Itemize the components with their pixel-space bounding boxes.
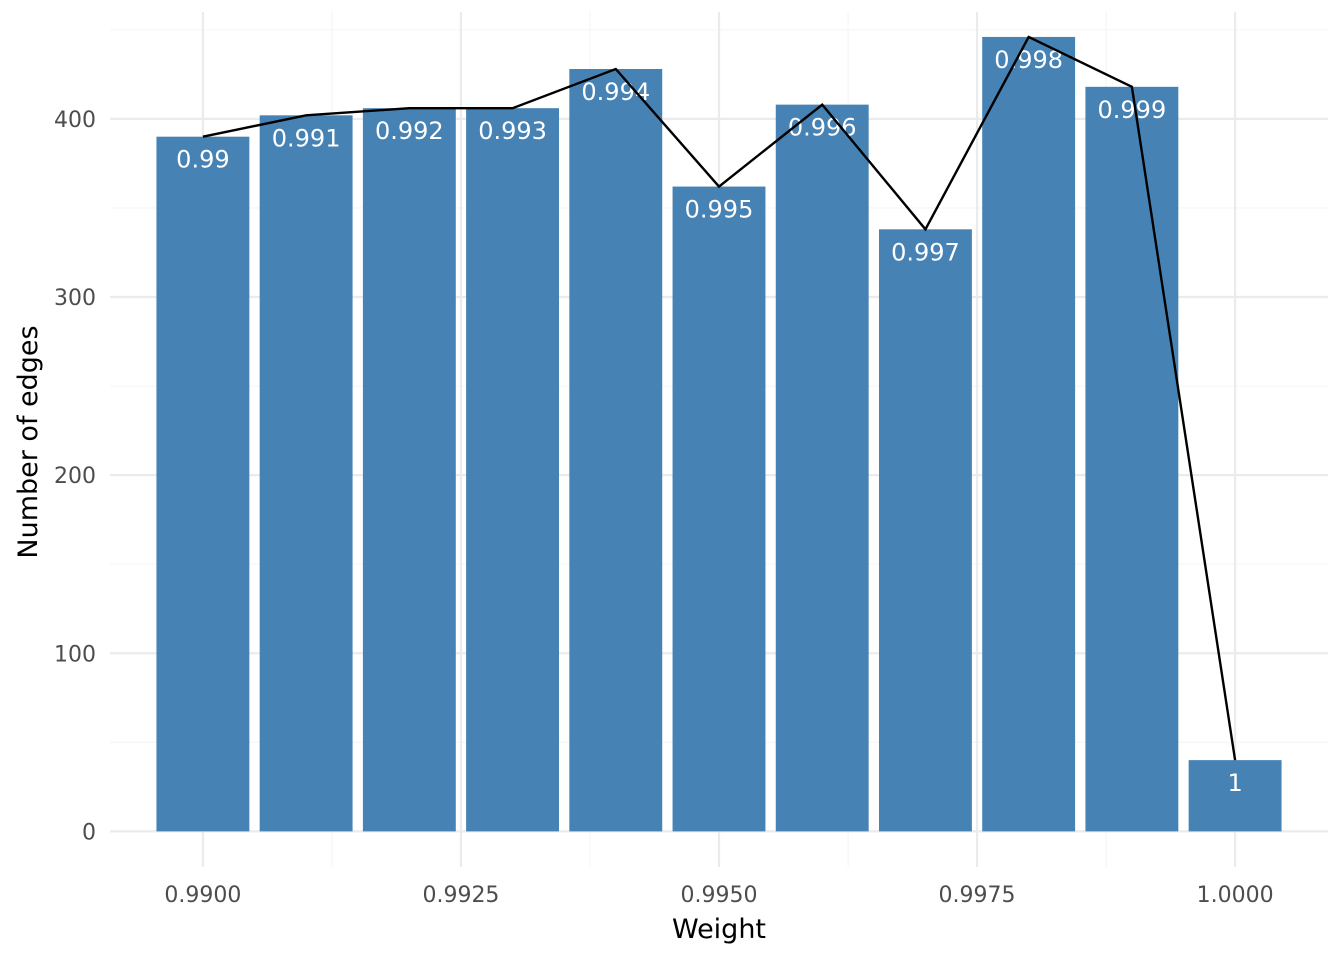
y-axis-title: Number of edges	[13, 325, 44, 558]
bar-value-label: 0.993	[478, 117, 547, 145]
bar-labels: 0.99 0.991 0.992 0.993 0.994 0.995 0.996 0.997 0…	[176, 46, 1243, 797]
bar-value-label: 0.995	[685, 196, 754, 224]
bar-value-label: 0.991	[272, 124, 341, 152]
x-tick-label: 0.9975	[939, 883, 1016, 908]
bar	[1085, 86, 1179, 832]
bar-value-label: 0.99	[176, 146, 229, 174]
bars	[156, 36, 1282, 832]
y-tick-label: 0	[82, 820, 96, 845]
y-tick-label: 200	[54, 464, 96, 489]
bar	[362, 108, 456, 832]
bar-value-label: 0.998	[994, 46, 1063, 74]
bar	[569, 69, 663, 832]
bar-value-label: 0.992	[375, 117, 444, 145]
x-tick-label: 0.9900	[164, 883, 241, 908]
bar-value-label: 0.997	[891, 238, 960, 266]
bar	[259, 115, 353, 832]
y-axis-ticks: 0 100 200 300 400	[54, 108, 96, 846]
bar-value-label: 0.996	[788, 114, 857, 142]
bar	[775, 104, 869, 832]
bar	[466, 108, 560, 832]
bar	[982, 36, 1076, 832]
bar	[1188, 760, 1282, 832]
x-tick-label: 0.9950	[681, 883, 758, 908]
x-axis-title: Weight	[672, 914, 766, 945]
bar-value-label: 0.994	[581, 78, 650, 106]
y-tick-label: 100	[54, 642, 96, 667]
bar	[156, 136, 250, 832]
bar-value-label: 1	[1227, 769, 1242, 797]
trend-line	[202, 35, 1237, 761]
x-tick-label: 1.0000	[1197, 883, 1274, 908]
x-axis-ticks: 0.9900 0.9925 0.9950 0.9975 1.0000	[164, 883, 1273, 908]
x-tick-label: 0.9925	[422, 883, 499, 908]
y-tick-label: 300	[54, 286, 96, 311]
bar-value-label: 0.999	[1098, 96, 1167, 124]
bar	[878, 229, 972, 832]
y-tick-label: 400	[54, 108, 96, 133]
bar	[672, 186, 766, 832]
